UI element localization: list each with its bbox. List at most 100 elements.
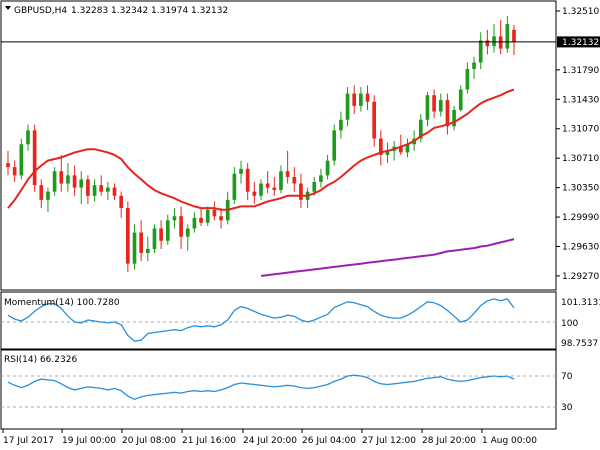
momentum-pane-border bbox=[0, 291, 557, 350]
candle-body bbox=[385, 150, 390, 155]
candle-body bbox=[139, 232, 143, 254]
candle bbox=[265, 171, 270, 194]
candle bbox=[159, 220, 163, 249]
candle bbox=[325, 154, 330, 180]
time-tick-label: 26 Jul 04:00 bbox=[302, 436, 356, 446]
candle-body bbox=[418, 119, 423, 139]
time-tick-label: 19 Jul 00:00 bbox=[62, 436, 116, 446]
candle bbox=[179, 206, 183, 249]
candle bbox=[285, 150, 290, 184]
candle-body bbox=[398, 146, 403, 153]
candle-body bbox=[59, 171, 64, 184]
candle-body bbox=[205, 209, 210, 223]
candle bbox=[239, 160, 243, 184]
candle bbox=[385, 142, 390, 164]
candle-body bbox=[345, 93, 350, 120]
candle bbox=[46, 187, 50, 213]
candle-body bbox=[299, 183, 303, 200]
candle-body bbox=[438, 100, 443, 112]
candle-body bbox=[39, 185, 44, 200]
time-tick-label: 20 Jul 08:00 bbox=[122, 436, 176, 446]
rsi-pane-border bbox=[0, 349, 557, 430]
ohlc-open: 1.32283 bbox=[71, 6, 108, 16]
candle bbox=[232, 167, 237, 204]
momentum-tick-low: 98.7537 bbox=[561, 339, 598, 349]
momentum-line bbox=[7, 298, 515, 342]
candle-body bbox=[185, 228, 190, 237]
candle bbox=[478, 32, 483, 70]
candle bbox=[132, 224, 137, 270]
candle bbox=[272, 176, 277, 196]
candle bbox=[398, 134, 403, 155]
candle bbox=[139, 220, 143, 262]
price-axis: 1.32510 1.31790 1.31430 1.31070 1.30710 1.303… bbox=[556, 7, 599, 282]
candles bbox=[6, 15, 516, 272]
candle-body bbox=[26, 130, 30, 145]
candle bbox=[505, 15, 510, 53]
candle-body bbox=[478, 40, 483, 63]
candle-body bbox=[359, 93, 363, 106]
candle bbox=[119, 191, 124, 218]
candle bbox=[39, 179, 44, 209]
candle-body bbox=[179, 216, 183, 237]
candle-body bbox=[445, 100, 450, 127]
candle bbox=[165, 214, 170, 245]
candle-body bbox=[212, 209, 217, 217]
candle bbox=[512, 24, 516, 56]
candle-body bbox=[432, 95, 436, 112]
candle-body bbox=[339, 119, 343, 131]
price-tick-label: 1.29990 bbox=[562, 213, 599, 223]
candle-body bbox=[72, 175, 77, 188]
candle-body bbox=[325, 160, 330, 176]
candle bbox=[19, 138, 24, 180]
candle-body bbox=[12, 167, 17, 176]
rsi-path bbox=[7, 374, 515, 401]
candle bbox=[172, 208, 177, 229]
candle-body bbox=[498, 36, 503, 49]
time-tick-label: 17 Jul 2017 bbox=[3, 436, 54, 446]
candle-body bbox=[319, 175, 323, 182]
candle-body bbox=[379, 138, 383, 155]
candle bbox=[418, 114, 423, 143]
candle-body bbox=[372, 101, 377, 139]
candle-body bbox=[152, 228, 157, 249]
candle-body bbox=[52, 171, 57, 192]
candle bbox=[12, 160, 17, 182]
time-tick-label: 28 Jul 20:00 bbox=[422, 436, 476, 446]
candle bbox=[432, 89, 436, 119]
ma-slow-line bbox=[260, 238, 515, 277]
candle bbox=[259, 179, 263, 200]
candle-body bbox=[232, 173, 237, 200]
candle bbox=[452, 105, 456, 131]
rsi-tick-30: 30 bbox=[561, 403, 573, 413]
symbol-timeframe: GBPUSD,H4 bbox=[14, 6, 67, 16]
current-price-label: 1.32132 bbox=[562, 38, 599, 48]
candle bbox=[185, 224, 190, 251]
price-tick-label: 1.32510 bbox=[562, 7, 599, 17]
ma-fast-line bbox=[7, 88, 515, 211]
candle bbox=[192, 212, 197, 233]
candle-body bbox=[285, 171, 290, 177]
candle-body bbox=[472, 62, 476, 70]
candle bbox=[438, 93, 443, 117]
price-tick-label: 1.30350 bbox=[562, 184, 599, 194]
candle-body bbox=[452, 109, 456, 127]
candle bbox=[152, 224, 157, 254]
candle-body bbox=[99, 185, 104, 192]
candle-body bbox=[512, 29, 516, 43]
candle-body bbox=[165, 220, 170, 241]
candle-body bbox=[119, 195, 124, 209]
candle bbox=[145, 236, 150, 262]
price-tick-label: 1.31070 bbox=[562, 125, 599, 135]
candle bbox=[126, 201, 130, 272]
candle bbox=[345, 87, 350, 127]
candle bbox=[425, 91, 430, 127]
candle-body bbox=[159, 228, 163, 241]
candle bbox=[352, 85, 357, 115]
candle-body bbox=[79, 179, 84, 188]
candle-body bbox=[6, 163, 10, 168]
candle-body bbox=[192, 217, 197, 229]
candle-body bbox=[465, 69, 470, 90]
price-tick-label: 1.29630 bbox=[562, 242, 599, 252]
